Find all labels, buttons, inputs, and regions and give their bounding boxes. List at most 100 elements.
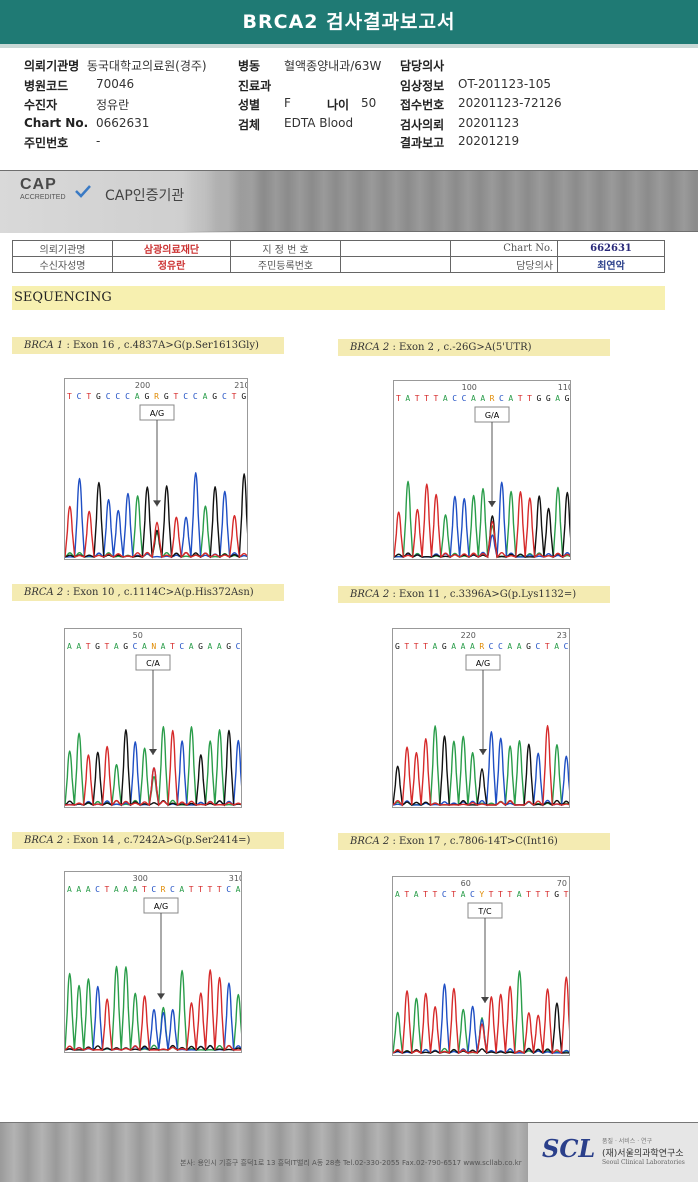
base-call: A xyxy=(471,394,476,403)
info-specimen: 검체 EDTA Blood xyxy=(238,116,354,132)
trace-t xyxy=(393,976,569,1055)
base-call: R xyxy=(490,394,495,403)
base-call: R xyxy=(479,642,484,651)
base-call: T xyxy=(174,392,179,401)
base-call: T xyxy=(432,890,437,899)
base-call: C xyxy=(77,392,82,401)
info-doctor: 담당의사 xyxy=(400,59,445,73)
base-call: G xyxy=(241,392,246,401)
base-call: T xyxy=(232,392,237,401)
base-call: G xyxy=(537,394,542,403)
base-call: G xyxy=(95,642,100,651)
table-cell: 수신자성명 xyxy=(12,256,113,273)
chromatogram: 300 310 A A A C T A A A T C R C A T T T T C A A/G xyxy=(64,871,242,1053)
genotype-call: G/A xyxy=(485,411,500,420)
base-call: A xyxy=(76,642,81,651)
base-call: A xyxy=(517,642,522,651)
info-sex: 성별 F xyxy=(238,96,291,112)
variant-label: BRCA 1 : Exon 16 , c.4837A>G(p.Ser1613Gl… xyxy=(12,337,284,354)
trace-t xyxy=(65,729,241,807)
base-call: C xyxy=(442,890,447,899)
genotype-call: A/G xyxy=(476,659,490,668)
base-call: T xyxy=(545,642,550,651)
base-call: A xyxy=(470,642,475,651)
info-ssn: 주민번호 - xyxy=(24,134,101,150)
trace-g xyxy=(65,473,247,559)
position-label: 50 xyxy=(133,631,143,640)
variant-label: BRCA 2 : Exon 17 , c.7806-14T>C(Int16) xyxy=(338,833,610,850)
cap-banner xyxy=(0,170,698,233)
arrow-icon xyxy=(157,993,165,1000)
table-cell: 정유란 xyxy=(112,256,231,273)
base-call: T xyxy=(527,394,532,403)
base-call: T xyxy=(189,885,194,894)
base-call: T xyxy=(433,394,438,403)
base-call: C xyxy=(470,890,475,899)
base-call: A xyxy=(432,642,437,651)
base-call: A xyxy=(76,885,81,894)
info-request: 검사의뢰 20201123 xyxy=(400,116,520,132)
arrow-icon xyxy=(153,500,161,507)
base-call: C xyxy=(133,642,138,651)
footer-band xyxy=(0,1122,698,1182)
base-call: A xyxy=(114,642,119,651)
position-label: 100 xyxy=(462,383,477,392)
scl-tagline: 품질 · 서비스 · 연구 xyxy=(602,1138,653,1145)
scl-name: (재)서울의과학연구소 xyxy=(602,1149,684,1159)
footer-address: 본사: 용인시 기흥구 흥덕1로 13 흥덕IT밸리 A동 28층 Tel.02… xyxy=(180,1159,522,1167)
position-label: 210 xyxy=(234,381,248,390)
cap-logo: CAP ACCREDITED xyxy=(20,176,66,201)
base-call: T xyxy=(86,642,91,651)
genotype-call: C/A xyxy=(146,659,160,668)
base-call: T xyxy=(104,885,109,894)
position-label: 310 xyxy=(229,874,242,883)
base-call: A xyxy=(480,394,485,403)
table-cell xyxy=(340,256,451,273)
base-call: C xyxy=(462,394,467,403)
base-call: A xyxy=(123,885,128,894)
table-cell: 주민등록번호 xyxy=(230,256,341,273)
base-call: A xyxy=(142,642,147,651)
base-call: A xyxy=(554,642,559,651)
base-call: G xyxy=(554,890,559,899)
base-call: A xyxy=(443,394,448,403)
base-call: C xyxy=(499,394,504,403)
table-cell: 최연악 xyxy=(557,256,665,273)
info-hospital: 의뢰기관명 동국대학교의료원(경주) xyxy=(24,59,207,73)
base-call: T xyxy=(545,890,550,899)
base-call: T xyxy=(424,394,429,403)
base-call: C xyxy=(536,642,541,651)
base-call: C xyxy=(151,885,156,894)
base-call: C xyxy=(106,392,111,401)
position-label: 70 xyxy=(557,879,567,888)
base-call: C xyxy=(125,392,130,401)
cap-certified-text: CAP인증기관 xyxy=(105,188,185,204)
base-call: A xyxy=(67,642,72,651)
chromatogram: 50 A A T G T A G C A N A T C A G A A G C C/A xyxy=(64,628,242,808)
base-call: T xyxy=(404,642,409,651)
info-age: 나이 50 xyxy=(327,96,377,112)
base-call: G xyxy=(123,642,128,651)
base-call: G xyxy=(526,642,531,651)
base-call: C xyxy=(452,394,457,403)
scl-english: Seoul Clinical Laboratories xyxy=(602,1159,685,1166)
base-call: A xyxy=(461,642,466,651)
base-call: C xyxy=(564,642,569,651)
position-label: 200 xyxy=(135,381,150,390)
base-call: A xyxy=(405,394,410,403)
checkmark-icon xyxy=(75,185,91,198)
lab-info-table: 의뢰기관명 삼광의료재단 지 정 번 호 Chart No. 662631 수신… xyxy=(12,240,665,273)
base-call: R xyxy=(154,392,159,401)
base-call: A xyxy=(517,890,522,899)
base-call: A xyxy=(114,885,119,894)
sequencing-heading: SEQUENCING xyxy=(12,286,665,310)
base-call: C xyxy=(170,885,175,894)
base-call: G xyxy=(546,394,551,403)
genotype-call: T/C xyxy=(477,907,492,916)
base-call: C xyxy=(498,642,503,651)
base-call: T xyxy=(423,890,428,899)
base-call: T xyxy=(208,885,213,894)
base-call: Y xyxy=(479,890,484,899)
base-call: T xyxy=(142,885,147,894)
arrow-icon xyxy=(149,749,157,755)
